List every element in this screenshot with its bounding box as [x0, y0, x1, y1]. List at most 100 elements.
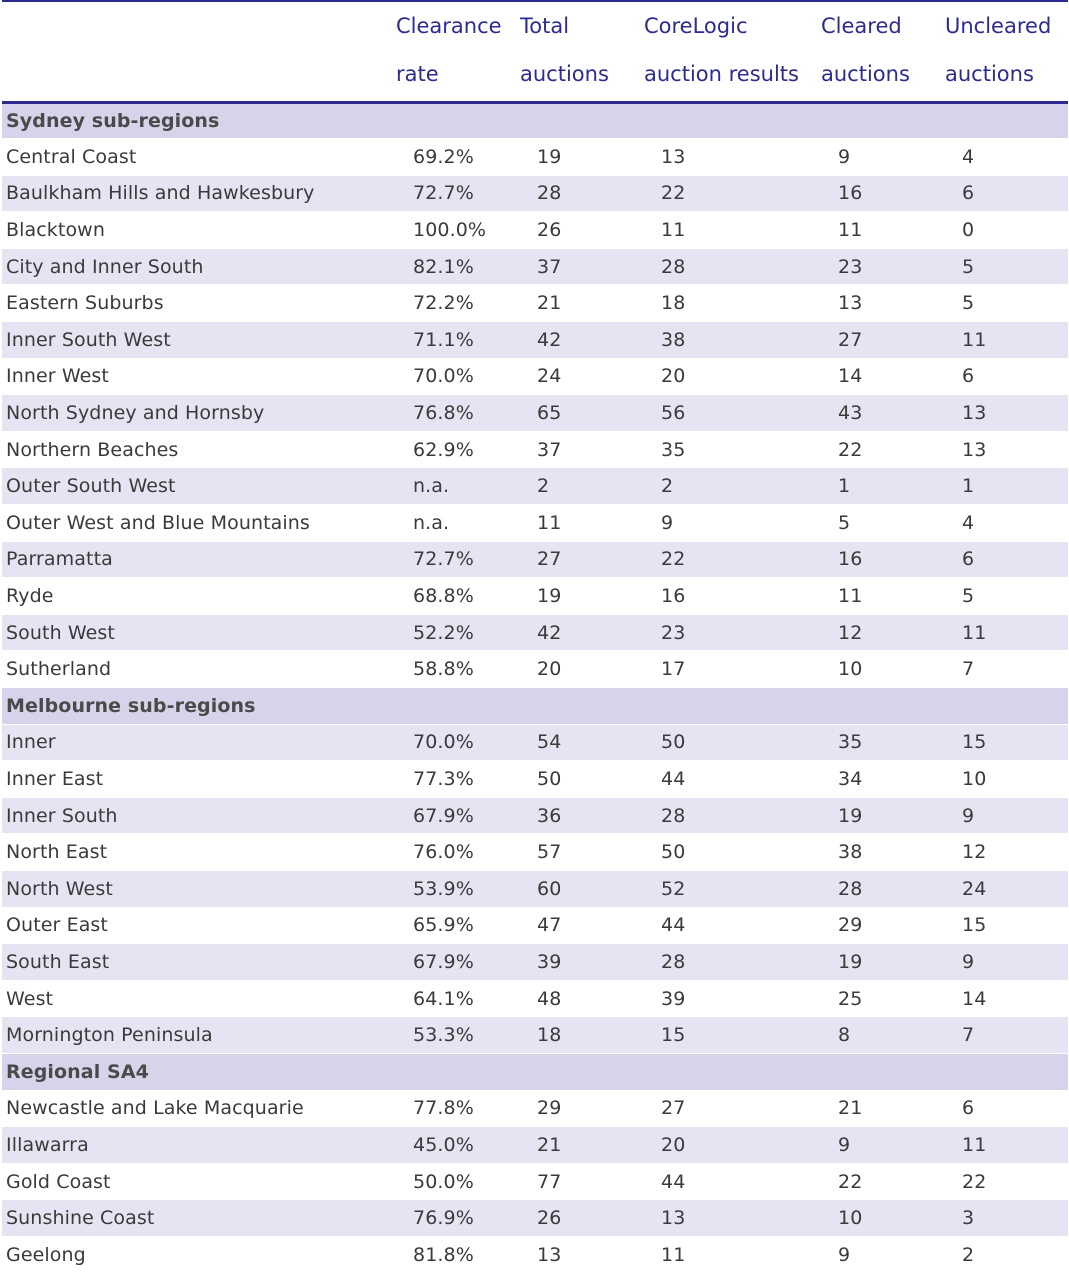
cell-uncleared: 6 — [945, 541, 1068, 579]
cell-uncleared: 7 — [945, 1016, 1068, 1054]
cell-total: 50 — [520, 760, 644, 798]
cell-results: 18 — [644, 284, 821, 323]
cell-name: Northern Beaches — [2, 431, 396, 469]
cell-results: 20 — [644, 1126, 821, 1164]
table-row: Sutherland 58.8% 20 17 10 7 — [2, 650, 1068, 688]
cell-total: 39 — [520, 943, 644, 981]
cell-rate: 67.9% — [396, 943, 520, 981]
section-empty-cell — [396, 687, 520, 725]
section-empty-cell — [644, 687, 821, 725]
cell-results: 15 — [644, 1016, 821, 1054]
header-cleared-auctions: Cleared auctions — [821, 0, 945, 104]
cell-name: Inner South — [2, 797, 396, 835]
table-row: Mornington Peninsula 53.3% 18 15 8 7 — [2, 1016, 1068, 1054]
cell-rate: 82.1% — [396, 248, 520, 286]
cell-total: 42 — [520, 614, 644, 652]
cell-total: 48 — [520, 980, 644, 1018]
cell-uncleared: 15 — [945, 907, 1068, 945]
cell-rate: 62.9% — [396, 431, 520, 469]
cell-results: 16 — [644, 577, 821, 615]
header-uncleared-auctions: Uncleared auctions — [945, 0, 1068, 104]
cell-results: 56 — [644, 394, 821, 432]
cell-uncleared: 5 — [945, 248, 1068, 286]
cell-results: 22 — [644, 175, 821, 213]
cell-results: 11 — [644, 1236, 821, 1274]
cell-uncleared: 6 — [945, 358, 1068, 396]
cell-total: 26 — [520, 211, 644, 249]
cell-name: Illawarra — [2, 1126, 396, 1164]
cell-uncleared: 4 — [945, 504, 1068, 542]
cell-name: Inner West — [2, 358, 396, 396]
cell-name: North Sydney and Hornsby — [2, 394, 396, 432]
cell-total: 27 — [520, 541, 644, 579]
cell-name: Inner — [2, 724, 396, 762]
cell-rate: 67.9% — [396, 797, 520, 835]
cell-name: West — [2, 980, 396, 1018]
cell-name: Baulkham Hills and Hawkesbury — [2, 175, 396, 213]
cell-name: Ryde — [2, 577, 396, 615]
cell-total: 13 — [520, 1236, 644, 1274]
cell-name: Outer East — [2, 907, 396, 945]
table-row: Inner 70.0% 54 50 35 15 — [2, 724, 1068, 762]
cell-uncleared: 14 — [945, 980, 1068, 1018]
table-row: Illawarra 45.0% 21 20 9 11 — [2, 1126, 1068, 1164]
cell-rate: 50.0% — [396, 1163, 520, 1201]
header-results-line2: auction results — [644, 62, 799, 86]
cell-results: 35 — [644, 431, 821, 469]
cell-total: 11 — [520, 504, 644, 542]
cell-name: Inner East — [2, 760, 396, 798]
table-row: West 64.1% 48 39 25 14 — [2, 980, 1068, 1018]
cell-uncleared: 10 — [945, 760, 1068, 798]
cell-results: 13 — [644, 138, 821, 176]
table-row: Newcastle and Lake Macquarie 77.8% 29 27 21 6 — [2, 1090, 1068, 1128]
cell-total: 42 — [520, 321, 644, 359]
cell-rate: 71.1% — [396, 321, 520, 359]
table-row: Ryde 68.8% 19 16 11 5 — [2, 577, 1068, 615]
header-uncleared-line1: Uncleared — [945, 14, 1052, 38]
table-row: South West 52.2% 42 23 12 11 — [2, 614, 1068, 652]
cell-uncleared: 24 — [945, 870, 1068, 908]
section-empty-cell — [520, 1053, 644, 1091]
cell-name: South East — [2, 943, 396, 981]
table-row: North West 53.9% 60 52 28 24 — [2, 870, 1068, 908]
table-row: Central Coast 69.2% 19 13 9 4 — [2, 138, 1068, 176]
cell-results: 17 — [644, 650, 821, 688]
cell-cleared: 9 — [821, 1126, 945, 1164]
cell-rate: n.a. — [396, 467, 520, 506]
header-results-line1: CoreLogic — [644, 14, 748, 38]
table-row: Outer South West n.a. 2 2 1 1 — [2, 467, 1068, 506]
table-row: Blacktown 100.0% 26 11 11 0 — [2, 211, 1068, 249]
cell-cleared: 11 — [821, 577, 945, 615]
cell-results: 9 — [644, 504, 821, 542]
cell-rate: 72.7% — [396, 541, 520, 579]
cell-name: Eastern Suburbs — [2, 284, 396, 323]
cell-total: 24 — [520, 358, 644, 396]
cell-results: 20 — [644, 358, 821, 396]
cell-rate: 72.7% — [396, 175, 520, 213]
cell-uncleared: 9 — [945, 943, 1068, 981]
cell-cleared: 1 — [821, 467, 945, 506]
cell-rate: 81.8% — [396, 1236, 520, 1274]
cell-cleared: 35 — [821, 724, 945, 762]
header-corelogic-results: CoreLogic auction results — [644, 0, 821, 104]
header-total-auctions: Total auctions — [520, 0, 644, 104]
cell-results: 11 — [644, 211, 821, 249]
cell-cleared: 23 — [821, 248, 945, 286]
table-row: Geelong 81.8% 13 11 9 2 — [2, 1236, 1068, 1274]
cell-results: 50 — [644, 724, 821, 762]
section-empty-cell — [945, 102, 1068, 140]
cell-rate: 69.2% — [396, 138, 520, 176]
header-clearance-rate: Clearance rate — [396, 0, 520, 104]
cell-results: 44 — [644, 907, 821, 945]
cell-uncleared: 9 — [945, 797, 1068, 835]
section-empty-cell — [520, 102, 644, 140]
section-empty-cell — [644, 1053, 821, 1091]
cell-total: 21 — [520, 284, 644, 323]
table-row: Inner West 70.0% 24 20 14 6 — [2, 358, 1068, 396]
cell-cleared: 28 — [821, 870, 945, 908]
cell-total: 65 — [520, 394, 644, 432]
cell-name: Inner South West — [2, 321, 396, 359]
cell-total: 19 — [520, 138, 644, 176]
table-row: Eastern Suburbs 72.2% 21 18 13 5 — [2, 284, 1068, 323]
